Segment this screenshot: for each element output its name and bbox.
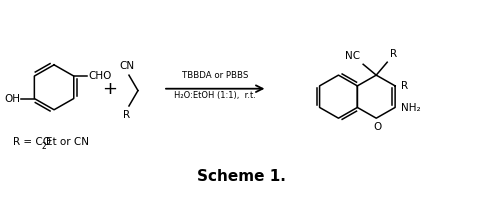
Text: R = CO: R = CO xyxy=(13,137,51,147)
Text: TBBDA or PBBS: TBBDA or PBBS xyxy=(182,71,249,80)
Text: CHO: CHO xyxy=(88,71,111,81)
Text: OH: OH xyxy=(4,93,20,104)
Text: O: O xyxy=(373,122,381,132)
Text: 2: 2 xyxy=(42,142,47,151)
Text: Scheme 1.: Scheme 1. xyxy=(197,169,286,184)
Text: +: + xyxy=(102,80,117,98)
Text: Et or CN: Et or CN xyxy=(46,137,90,147)
Text: R: R xyxy=(401,81,408,91)
Text: NH₂: NH₂ xyxy=(401,103,421,113)
Text: NC: NC xyxy=(345,51,360,61)
Text: CN: CN xyxy=(119,61,134,71)
Text: H₂O:EtOH (1:1),  r.t.: H₂O:EtOH (1:1), r.t. xyxy=(174,91,256,100)
Text: R: R xyxy=(123,110,130,120)
Text: R: R xyxy=(389,49,397,59)
